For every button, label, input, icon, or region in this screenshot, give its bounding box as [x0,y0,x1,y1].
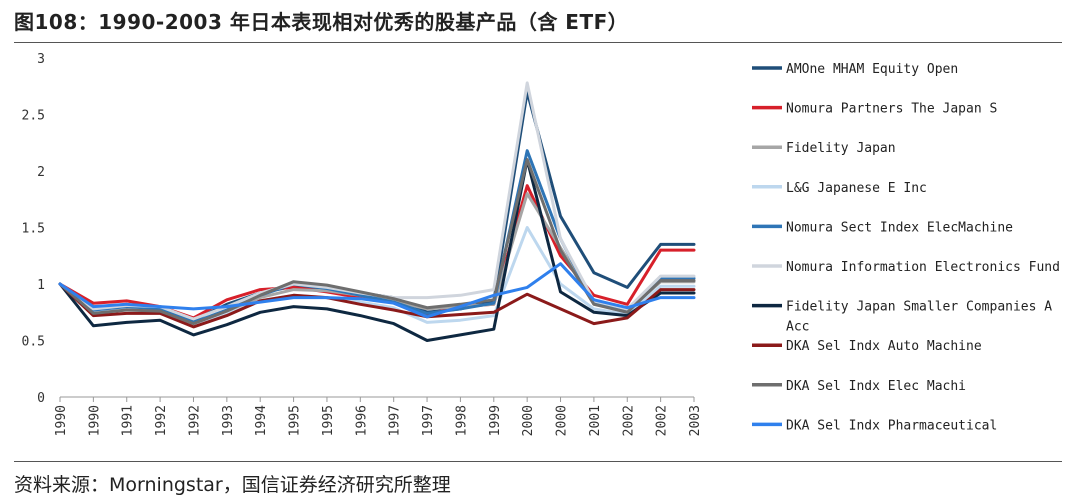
x-tick-label: 1992 [187,405,202,436]
x-tick-label: 1999 [488,405,503,436]
x-tick-label: 1993 [221,405,236,436]
x-tick-label: 2002 [655,405,670,436]
x-tick-label: 2001 [588,405,603,436]
y-tick-label: 2.5 [22,109,45,124]
x-tick-label: 2002 [621,405,636,436]
series-line-10 [58,262,696,319]
x-tick-label: 1995 [288,405,303,436]
x-tick-label: 1990 [54,405,69,436]
legend-label: Acc [786,320,809,335]
x-tick-label: 1997 [421,405,436,436]
y-tick-label: 1.5 [22,222,45,237]
x-tick-label: 2000 [521,405,536,436]
y-tick-label: 0 [37,391,45,406]
legend-label: DKA Sel Indx Auto Machine [786,339,982,354]
legend-label: Nomura Sect Index ElecMachine [786,220,1013,235]
x-tick-label: 1990 [87,405,102,436]
x-tick-label: 1992 [154,405,169,436]
legend-label: Fidelity Japan [786,141,896,156]
footer-divider [14,461,1062,462]
legend-label: Nomura Information Electronics Fund [786,260,1060,275]
x-tick-label: 2003 [688,405,703,436]
x-tick-label: 1991 [121,405,136,436]
legend-label: Nomura Partners The Japan S [786,102,997,117]
x-tick-label: 1996 [354,405,369,436]
page-title: 图108：1990-2003 年日本表现相对优秀的股基产品（含 ETF） [14,10,629,34]
x-tick-label: 1994 [254,405,269,436]
source-note: 资料来源：Morningstar，国信证券经济研究所整理 [14,474,451,496]
y-tick-label: 1 [37,278,45,293]
y-tick-label: 3 [37,52,45,67]
legend-label: L&G Japanese E Inc [786,181,927,196]
series-line-6 [58,81,696,321]
x-tick-label: 1995 [321,405,336,436]
series-line-7 [58,158,696,342]
legend-label: DKA Sel Indx Pharmaceutical [786,418,997,433]
legend-label: AMOne MHAM Equity Open [786,62,958,77]
x-tick-label: 2000 [555,405,570,436]
y-tick-label: 2 [37,165,45,180]
series-line-1 [58,90,696,322]
series-line-8 [58,282,696,329]
x-tick-label: 1998 [454,405,469,436]
y-tick-label: 0.5 [22,335,45,350]
legend-label: Fidelity Japan Smaller Companies A [786,300,1052,315]
title-divider [14,42,1062,43]
legend-label: DKA Sel Indx Elec Machi [786,379,966,394]
x-tick-label: 1997 [388,405,403,436]
